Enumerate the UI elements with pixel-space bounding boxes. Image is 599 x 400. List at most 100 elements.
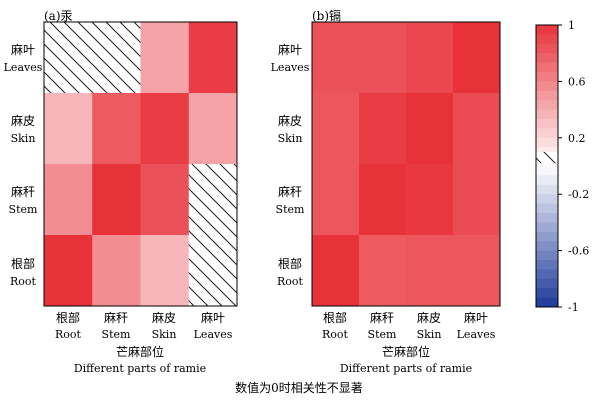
colorbar-swatch [536,34,558,45]
colorbar-swatch [536,269,558,280]
colorbar-swatch [536,53,558,63]
colorbar-swatch [536,100,558,110]
heatmap-cell-skin-stem [92,93,141,165]
heatmap-cells [44,22,238,307]
y-label-leaves-zh: 麻叶 [278,42,302,57]
heatmap-cell-leaves-root [44,22,93,94]
colorbar-swatch [536,128,558,139]
x-axis-title-en: Different parts of ramie [340,362,472,375]
y-label-leaves-en: Leaves [271,61,310,74]
x-label-root-zh: 根部 [323,310,347,325]
x-label-stem-en: Stem [368,328,397,341]
y-label-leaves-en: Leaves [4,61,43,74]
colorbar-swatch [536,297,558,308]
heatmap-panel-mercury: (a)汞 麻叶 Leaves 麻皮 Skin 麻秆 Stem 根部 Root 根… [4,9,238,375]
colorbar-tick-label: -0.2 [568,188,589,201]
colorbar-frame [535,24,559,308]
y-label-root-zh: 根部 [11,256,35,271]
colorbar-swatch [536,203,558,214]
heatmap-cell-skin-root [312,93,360,165]
y-axis-labels: 麻叶 Leaves 麻皮 Skin 麻秆 Stem 根部 Root [4,42,43,288]
heatmap-cell-root-leaves [453,235,501,307]
x-label-leaves-zh: 麻叶 [201,310,225,325]
heatmap-cell-stem-root [44,164,93,236]
x-axis-title-zh: 芒麻部位 [116,344,164,359]
x-label-stem-zh: 麻秆 [104,310,128,325]
y-label-stem-zh: 麻秆 [11,184,35,199]
colorbar-swatch [536,81,558,92]
x-label-leaves-en: Leaves [457,328,496,341]
heatmap-cell-stem-skin [406,164,454,236]
colorbar-swatch [536,43,558,54]
y-label-stem-zh: 麻秆 [278,184,302,199]
colorbar-swatch [536,194,558,204]
heatmap-cell-stem-root [312,164,360,236]
colorbar-swatch [536,166,558,176]
x-axis-title-en: Different parts of ramie [74,362,206,375]
heatmap-cell-skin-root [44,93,93,165]
colorbar-tick-label: 0.2 [568,132,586,145]
colorbar-swatch [536,278,558,289]
panel-title: (a)汞 [44,9,73,23]
x-label-root-en: Root [322,328,349,341]
y-label-leaves-zh: 麻叶 [11,42,35,57]
heatmap-cell-skin-skin [140,93,190,165]
heatmap-cell-stem-leaves [453,164,501,236]
colorbar-swatch [536,137,558,148]
colorbar-swatch [536,175,558,186]
x-label-skin-en: Skin [417,328,442,341]
y-label-root-en: Root [277,275,304,288]
colorbar-swatch [536,260,558,270]
heatmap-cell-skin-leaves [453,93,501,165]
heatmap-cell-root-stem [92,235,141,307]
colorbar-swatch [536,213,558,223]
heatmap-cell-root-root [44,235,93,307]
heatmap-cell-root-skin [406,235,454,307]
colorbar-swatch [536,119,558,129]
plot-frame [311,21,501,307]
colorbar-swatch [536,184,558,195]
y-label-skin-zh: 麻皮 [11,113,35,128]
colorbar-swatch [536,109,558,120]
colorbar-swatch [536,250,558,261]
colorbar-swatch [536,72,558,82]
heatmap-cell-stem-leaves [188,164,238,236]
x-label-root-zh: 根部 [56,310,80,325]
heatmap-cell-leaves-stem [92,22,141,94]
x-label-skin-en: Skin [152,328,177,341]
y-label-skin-en: Skin [278,132,303,145]
heatmap-cell-skin-stem [359,93,407,165]
heatmap-cell-stem-stem [92,164,141,236]
heatmap-cell-root-leaves [188,235,238,307]
heatmap-cell-stem-skin [140,164,190,236]
colorbar-swatch [536,222,558,233]
colorbar-tick-label: 0.6 [568,75,586,88]
heatmap-cell-leaves-stem [359,22,407,94]
heatmap-cells [312,22,501,307]
y-label-root-zh: 根部 [278,256,302,271]
colorbar-swatch [536,25,558,35]
plot-frame [43,21,238,307]
x-label-root-en: Root [55,328,82,341]
heatmap-cell-leaves-skin [406,22,454,94]
y-label-stem-en: Stem [276,203,305,216]
colorbar-ticks: 1 0.6 0.2 -0.2 -0.6 -1 [558,19,589,314]
heatmap-panel-cadmium: (b)镉 麻叶 Leaves 麻皮 Skin 麻秆 Stem 根部 Root 根… [271,9,501,375]
colorbar-tick-label: -0.6 [568,245,589,258]
x-axis-labels: 根部 Root 麻秆 Stem 麻皮 Skin 麻叶 Leaves [55,310,233,341]
heatmap-cell-root-stem [359,235,407,307]
y-label-skin-zh: 麻皮 [278,113,302,128]
y-label-root-en: Root [10,275,37,288]
y-axis-labels: 麻叶 Leaves 麻皮 Skin 麻秆 Stem 根部 Root [271,42,310,288]
colorbar-tick-label: -1 [568,301,579,314]
panel-title: (b)镉 [312,9,341,23]
heatmap-cell-stem-stem [359,164,407,236]
heatmap-cell-leaves-leaves [188,22,238,94]
y-label-skin-en: Skin [11,132,36,145]
colorbar-swatch [536,231,558,242]
heatmap-cell-root-root [312,235,360,307]
heatmap-cell-leaves-root [312,22,360,94]
footnote: 数值为0时相关性不显著 [235,380,363,395]
colorbar-swatch [536,241,558,251]
